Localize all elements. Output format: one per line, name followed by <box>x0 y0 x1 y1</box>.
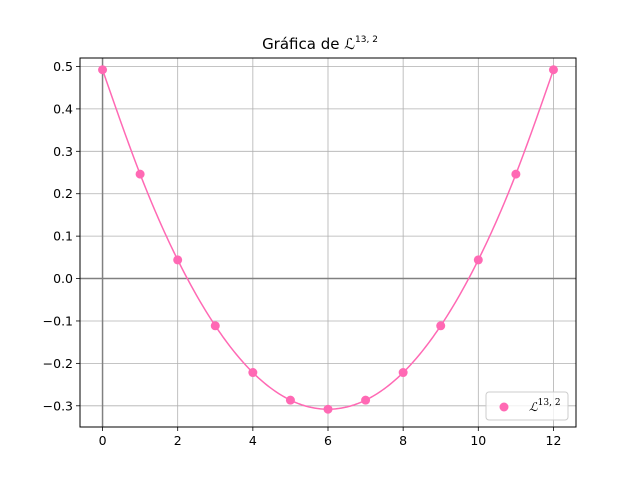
data-point <box>511 169 521 179</box>
points-layer <box>98 65 558 414</box>
y-tick-label: 0.0 <box>53 271 73 286</box>
axis-lines <box>80 58 576 427</box>
chart-title-sup: 13, 2 <box>355 35 378 45</box>
y-tick-label: 0.4 <box>53 101 73 116</box>
x-ticks: 0 2 4 6 8 10 12 <box>99 427 562 448</box>
x-tick-label: 0 <box>99 433 107 448</box>
data-point <box>248 368 258 378</box>
data-point <box>398 368 408 378</box>
chart-title-text: Gráfica de ℒ <box>262 35 355 53</box>
x-tick-label: 8 <box>399 433 407 448</box>
y-tick-label: −0.2 <box>43 356 73 371</box>
y-tick-label: −0.1 <box>43 313 73 328</box>
legend-label: ℒ13, 2 <box>529 398 561 414</box>
data-point <box>285 395 295 405</box>
data-point <box>473 255 483 265</box>
data-point <box>436 321 446 331</box>
x-tick-label: 2 <box>174 433 182 448</box>
legend: ℒ13, 2 <box>485 391 569 421</box>
legend-marker <box>499 402 509 412</box>
data-point <box>361 395 371 405</box>
legend-series-name: ℒ <box>529 400 538 414</box>
x-tick-label: 10 <box>470 433 486 448</box>
y-tick-label: 0.3 <box>53 144 73 159</box>
x-tick-label: 4 <box>249 433 257 448</box>
grid <box>80 58 576 427</box>
y-tick-label: 0.1 <box>53 229 73 244</box>
y-tick-label: 0.2 <box>53 186 73 201</box>
data-point <box>173 255 183 265</box>
data-point <box>323 404 333 414</box>
y-tick-label: −0.3 <box>43 398 73 413</box>
data-point <box>135 169 145 179</box>
data-point <box>210 321 220 331</box>
data-point <box>548 65 558 75</box>
legend-box <box>485 391 569 421</box>
legend-series-sup: 13, 2 <box>538 398 561 408</box>
x-tick-label: 12 <box>546 433 562 448</box>
y-ticks: −0.3 −0.2 −0.1 0.0 0.1 0.2 0.3 0.4 0.5 <box>43 59 80 413</box>
data-point <box>98 65 108 75</box>
chart-title: Gráfica de ℒ13, 2 <box>262 35 378 53</box>
x-tick-label: 6 <box>324 433 332 448</box>
y-tick-label: 0.5 <box>53 59 73 74</box>
